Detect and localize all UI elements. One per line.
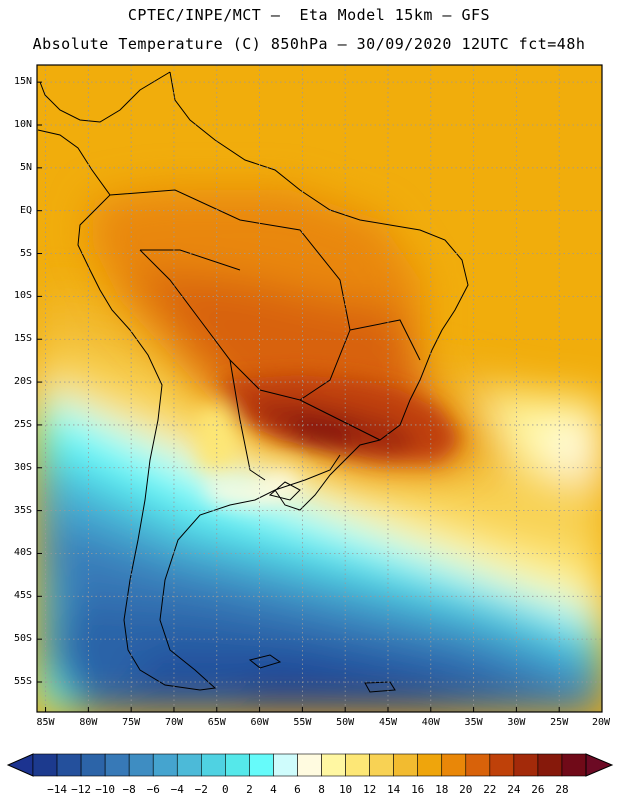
colorbar-swatch <box>80 753 106 777</box>
lon-label: 65W <box>207 717 226 728</box>
colorbar-swatch <box>417 753 443 777</box>
colorbar-swatch <box>104 753 130 777</box>
map-title-line-1: CPTEC/INPE/MCT – Eta Model 15km – GFS <box>127 6 491 24</box>
lat-label: 15N <box>13 76 32 88</box>
colorbar-swatch <box>489 753 515 777</box>
lon-label: 50W <box>336 717 355 728</box>
lat-label: 45S <box>13 590 32 602</box>
lat-label: 30S <box>13 461 32 473</box>
temperature-field <box>37 65 602 712</box>
colorbar-label: −10 <box>95 783 116 796</box>
colorbar-label: 8 <box>318 783 325 796</box>
colorbar-label: 26 <box>531 783 545 796</box>
colorbar-label: 24 <box>507 783 521 796</box>
lat-label: 10S <box>13 290 32 302</box>
colorbar-swatch <box>249 753 274 777</box>
colorbar-swatch <box>297 753 322 777</box>
colorbar-over-arrow <box>585 753 614 777</box>
colorbar-label: 10 <box>338 783 353 796</box>
lon-label: 55W <box>293 717 312 728</box>
colorbar-swatch <box>441 753 467 777</box>
lat-label: 40S <box>13 547 32 559</box>
colorbar-label: −12 <box>71 783 92 796</box>
colorbar-swatch <box>393 753 418 777</box>
lon-label: 80W <box>79 717 98 728</box>
colorbar-swatch <box>561 753 587 777</box>
lat-lon-grid <box>37 65 603 712</box>
colorbar-swatch <box>128 753 154 777</box>
colorbar-swatch <box>176 753 202 777</box>
lat-label: 5N <box>19 161 32 173</box>
lon-label: 35W <box>464 717 483 728</box>
colorbar-swatch <box>369 753 394 777</box>
lat-label: 50S <box>13 633 32 645</box>
lat-label: 55S <box>13 676 32 687</box>
colorbar-swatch <box>345 753 370 777</box>
lon-label: 70W <box>164 717 183 728</box>
colorbar-swatch <box>32 753 58 777</box>
lon-label: 30W <box>507 717 526 728</box>
lon-label: 20W <box>591 717 611 728</box>
colorbar-label: −14 <box>47 783 67 796</box>
colorbar <box>6 753 614 777</box>
colorbar-swatch <box>465 753 491 777</box>
lon-label: 25W <box>550 717 569 728</box>
colorbar-swatch <box>321 753 346 777</box>
colorbar-swatch <box>152 753 178 777</box>
map-title-line-2: Absolute Temperature (C) 850hPa – 30/09/… <box>32 35 586 53</box>
lat-label: 10N <box>13 118 32 130</box>
colorbar-label: −4 <box>170 783 184 796</box>
colorbar-label: −8 <box>122 783 136 796</box>
colorbar-label: 6 <box>294 783 301 796</box>
colorbar-label: 4 <box>270 783 277 796</box>
lon-label: 45W <box>378 717 398 728</box>
colorbar-under-arrow <box>6 753 34 777</box>
colorbar-label: 18 <box>435 783 449 796</box>
colorbar-swatch <box>201 753 226 777</box>
colorbar-label: 0 <box>222 783 229 796</box>
colorbar-label: 28 <box>555 783 569 796</box>
colorbar-label: 16 <box>411 783 425 796</box>
lat-label: 5S <box>19 247 32 259</box>
colorbar-label: −6 <box>146 783 160 796</box>
lon-label: 60W <box>250 717 269 728</box>
coastline <box>37 71 469 693</box>
colorbar-swatch <box>513 753 539 777</box>
colorbar-swatch <box>56 753 82 777</box>
lon-label: 85W <box>36 717 55 728</box>
lon-label: 75W <box>122 717 141 728</box>
temperature-map <box>36 64 603 713</box>
colorbar-label: 2 <box>246 783 253 796</box>
colorbar-swatch <box>273 753 298 777</box>
colorbar-label: 12 <box>362 783 377 796</box>
lon-label: 40W <box>421 717 440 728</box>
lat-label: 35S <box>13 504 32 516</box>
lat-label: 20S <box>13 376 32 388</box>
lat-label: 15S <box>13 333 32 345</box>
colorbar-label: 22 <box>483 783 497 796</box>
colorbar-label: 20 <box>459 783 473 796</box>
map-frame <box>36 64 603 713</box>
lat-label: EQ <box>19 204 32 216</box>
colorbar-label: 14 <box>387 783 401 796</box>
lat-label: 25S <box>13 418 32 430</box>
colorbar-label: −2 <box>194 783 208 796</box>
colorbar-swatch <box>537 753 563 777</box>
colorbar-swatch <box>225 753 250 777</box>
